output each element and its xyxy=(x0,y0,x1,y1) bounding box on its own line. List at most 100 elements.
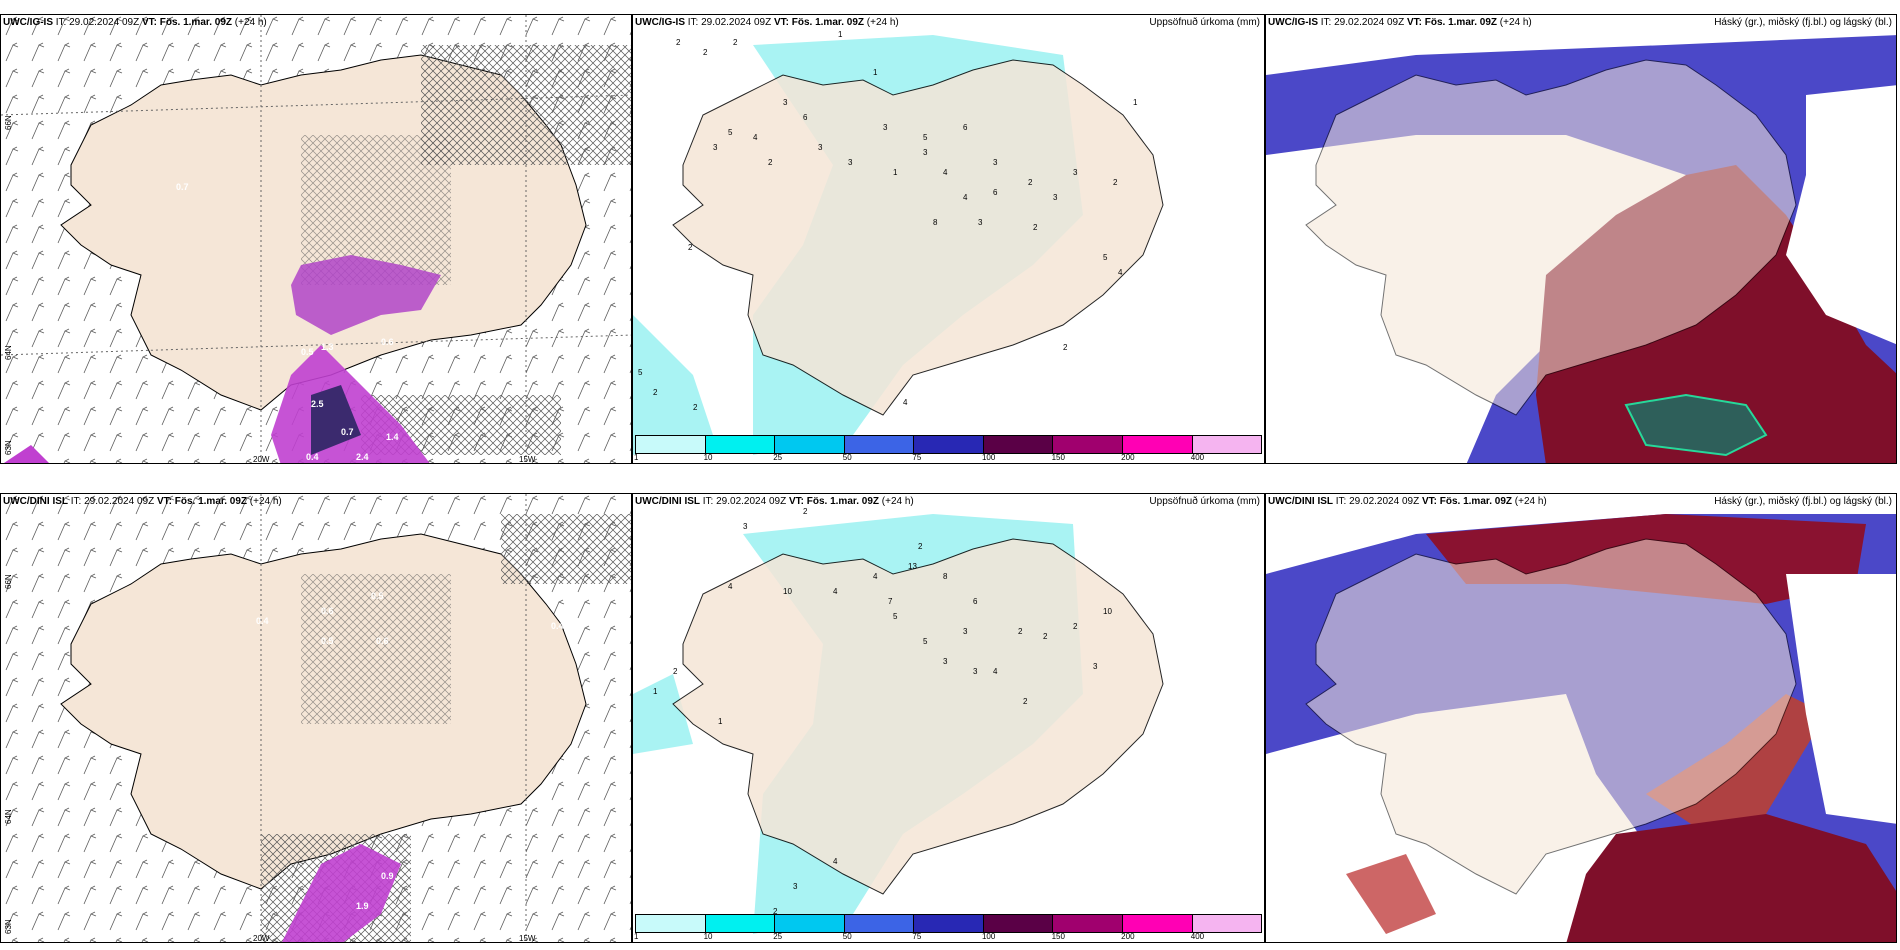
iceland-landmass xyxy=(672,59,1164,416)
svg-text:10: 10 xyxy=(783,587,792,596)
panel-wind-snow-dini[interactable]: UWC/DINI ISL IT: 29.02.2024 09Z VT: Fös.… xyxy=(0,493,632,943)
colorbar-segment xyxy=(775,436,845,453)
lat-label: 66N xyxy=(4,574,13,589)
panel-clouds-dini[interactable]: UWC/DINI ISL IT: 29.02.2024 09Z VT: Fös.… xyxy=(1265,493,1897,943)
colorbar-segment xyxy=(1192,915,1262,932)
lat-label: 66N xyxy=(4,115,13,130)
colorbar-segment xyxy=(844,915,915,932)
svg-text:4: 4 xyxy=(873,572,878,581)
svg-text:4: 4 xyxy=(943,168,948,177)
svg-text:3: 3 xyxy=(848,158,853,167)
svg-text:5: 5 xyxy=(893,612,898,621)
lat-label: 64N xyxy=(4,809,13,824)
svg-text:3: 3 xyxy=(793,882,798,891)
svg-text:5: 5 xyxy=(1103,253,1108,262)
svg-text:1: 1 xyxy=(873,68,878,77)
lat-label: 63N xyxy=(4,440,13,455)
cloud-map xyxy=(1266,15,1896,463)
svg-text:2: 2 xyxy=(688,243,693,252)
panel-header: UWC/IG-IS IT: 29.02.2024 09Z VT: Fös. 1.… xyxy=(1268,17,1532,28)
colorbar-segment xyxy=(983,436,1054,453)
svg-text:3: 3 xyxy=(713,143,718,152)
svg-text:5: 5 xyxy=(728,128,733,137)
panel-precip-igis[interactable]: UWC/IG-IS IT: 29.02.2024 09Z VT: Fös. 1.… xyxy=(632,14,1265,464)
svg-text:4: 4 xyxy=(903,398,908,407)
svg-text:5: 5 xyxy=(923,133,928,142)
lat-label: 64N xyxy=(4,345,13,360)
colorbar xyxy=(635,914,1262,933)
precip-label: 0.7 xyxy=(341,427,354,437)
colorbar-segment xyxy=(636,915,706,932)
precip-label: 1.4 xyxy=(386,432,399,442)
svg-text:3: 3 xyxy=(943,657,948,666)
precip-label: 0.4 xyxy=(551,621,564,631)
precip-label: 2.4 xyxy=(356,452,369,462)
colorbar-segment xyxy=(1053,436,1123,453)
svg-text:2: 2 xyxy=(773,907,778,916)
svg-text:2: 2 xyxy=(676,38,681,47)
svg-text:4: 4 xyxy=(833,857,838,866)
panel-header: UWC/IG-IS IT: 29.02.2024 09Z VT: Fös. 1.… xyxy=(635,17,899,28)
svg-text:3: 3 xyxy=(993,158,998,167)
svg-text:2: 2 xyxy=(1018,627,1023,636)
svg-text:3: 3 xyxy=(743,522,748,531)
panel-title: Uppsöfnuð úrkoma (mm) xyxy=(1149,17,1260,28)
colorbar-segment xyxy=(1053,915,1123,932)
svg-text:8: 8 xyxy=(933,218,938,227)
panel-title: Háský (gr.), miðský (fj.bl.) og lágský (… xyxy=(1714,496,1892,507)
svg-text:3: 3 xyxy=(1053,193,1058,202)
svg-text:1: 1 xyxy=(1133,98,1138,107)
panel-header: UWC/DINI ISL IT: 29.02.2024 09Z VT: Fös.… xyxy=(3,496,282,507)
iceland-landmass xyxy=(1305,59,1797,416)
colorbar-segment xyxy=(1122,915,1193,932)
precip-label: 0.5 xyxy=(301,347,314,357)
svg-text:1: 1 xyxy=(893,168,898,177)
svg-text:6: 6 xyxy=(993,188,998,197)
precip-label: 0.5 xyxy=(321,636,334,646)
panel-header: UWC/IG-IS IT: 29.02.2024 09Z VT: Fös. 1.… xyxy=(3,17,267,28)
panel-title: Uppsöfnuð úrkoma (mm) xyxy=(1149,496,1260,507)
panel-wind-snow-igis[interactable]: UWC/IG-IS IT: 29.02.2024 09Z VT: Fös. 1.… xyxy=(0,14,632,464)
precip-label: 2.5 xyxy=(311,399,324,409)
colorbar-segment xyxy=(1192,436,1262,453)
precip-label: 0.9 xyxy=(381,871,394,881)
svg-text:2: 2 xyxy=(1113,178,1118,187)
wind-map: 0.4 0.6 0.5 0.6 0.5 0.9 1.9 0.4 xyxy=(1,494,631,942)
panel-header: UWC/DINI ISL IT: 29.02.2024 09Z VT: Fös.… xyxy=(635,496,914,507)
precip-label: 0.5 xyxy=(371,591,384,601)
svg-text:2: 2 xyxy=(1043,632,1048,641)
lon-label: 15W xyxy=(519,934,536,943)
lon-label: 20W xyxy=(253,934,270,943)
colorbar xyxy=(635,435,1262,454)
colorbar-segment xyxy=(914,915,984,932)
svg-text:4: 4 xyxy=(728,582,733,591)
iceland-landmass xyxy=(672,538,1164,895)
cloud-map xyxy=(1266,494,1896,942)
svg-text:2: 2 xyxy=(918,542,923,551)
precip-label: 0.7 xyxy=(176,182,189,192)
panel-precip-dini[interactable]: UWC/DINI ISL IT: 29.02.2024 09Z VT: Fös.… xyxy=(632,493,1265,943)
svg-text:3: 3 xyxy=(1093,662,1098,671)
lon-label: 15W xyxy=(519,455,536,464)
svg-text:4: 4 xyxy=(1118,268,1123,277)
svg-text:2: 2 xyxy=(733,38,738,47)
precip-label: 0.4 xyxy=(306,452,319,462)
colorbar-segment xyxy=(636,436,706,453)
colorbar-segment xyxy=(983,915,1054,932)
svg-text:13: 13 xyxy=(908,562,917,571)
svg-text:3: 3 xyxy=(1073,168,1078,177)
svg-text:1: 1 xyxy=(653,687,658,696)
colorbar-segment xyxy=(1122,436,1193,453)
colorbar-segment xyxy=(914,436,984,453)
svg-text:6: 6 xyxy=(963,123,968,132)
svg-text:3: 3 xyxy=(818,143,823,152)
precip-label: 0.6 xyxy=(321,606,334,616)
svg-text:3: 3 xyxy=(783,98,788,107)
colorbar-segment xyxy=(705,915,776,932)
svg-text:2: 2 xyxy=(803,507,808,516)
svg-text:5: 5 xyxy=(638,368,643,377)
panel-clouds-igis[interactable]: UWC/IG-IS IT: 29.02.2024 09Z VT: Fös. 1.… xyxy=(1265,14,1897,464)
wind-map: 0.7 1.3 0.5 0.6 2.5 0.7 1.4 2.4 0.4 xyxy=(1,15,631,463)
precip-label: 1.9 xyxy=(356,901,369,911)
